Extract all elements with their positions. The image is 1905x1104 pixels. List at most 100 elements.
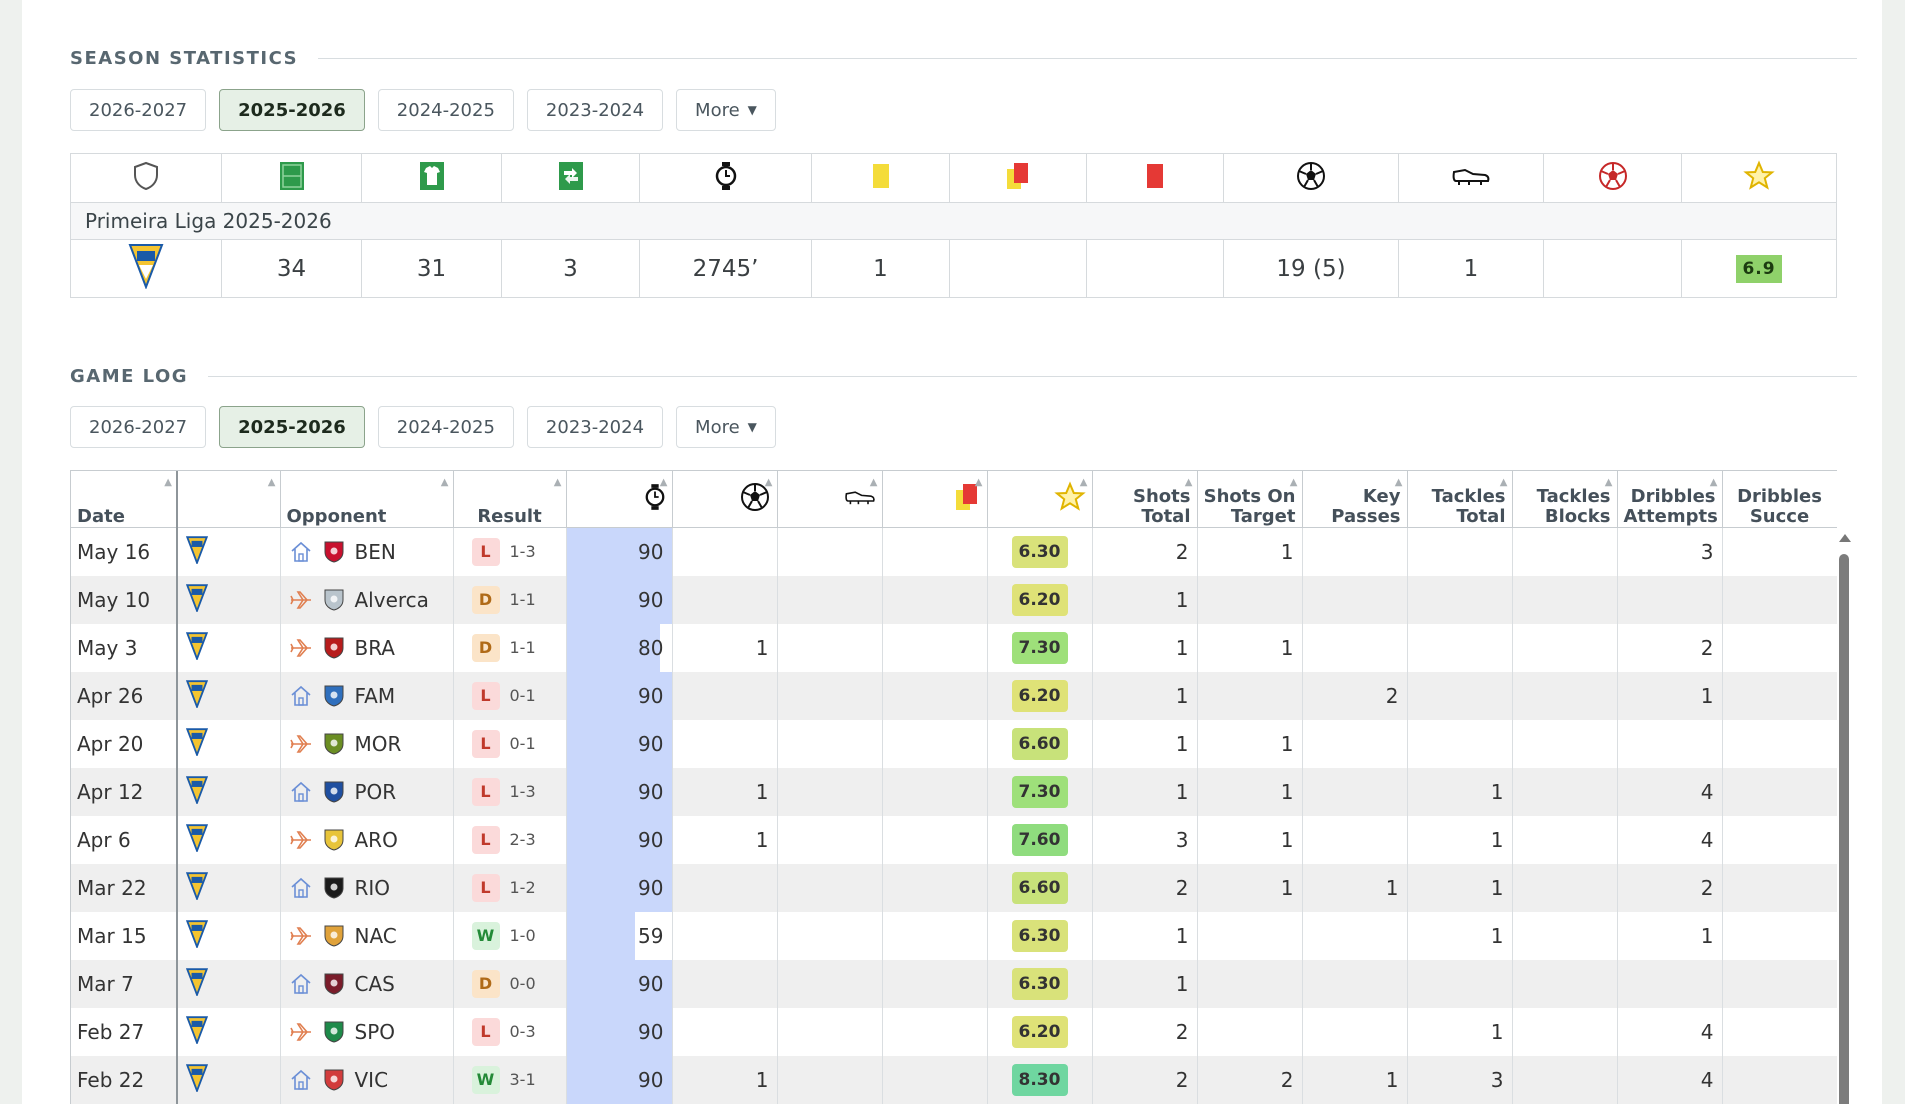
log-tab-2024-2025[interactable]: 2024-2025 [377, 406, 514, 448]
cell-team [177, 720, 281, 768]
col-date[interactable]: ▲ Date [71, 471, 178, 528]
cell-opponent[interactable]: CAS [280, 960, 454, 1008]
cell-rating: 7.30 [987, 768, 1093, 816]
log-tab-2023-2024[interactable]: 2023-2024 [526, 406, 664, 448]
cell-opponent[interactable]: NAC [280, 912, 454, 960]
cell-cards [882, 624, 988, 672]
pitch-icon [279, 162, 304, 190]
minutes-bar [566, 720, 671, 768]
cell-opponent[interactable]: Alverca [280, 576, 454, 624]
table-row[interactable]: May 16 BEN L 1-3 90 6.30 2 1 3 [71, 527, 1837, 576]
col-minutes[interactable]: ▲ [566, 471, 673, 528]
cell-cards [882, 912, 988, 960]
table-row[interactable]: May 10 Alverca D 1-1 90 6.20 1 [71, 576, 1837, 624]
cell-assists [777, 960, 883, 1008]
col-cards[interactable]: ▲ [882, 471, 988, 528]
minutes-value: 80 [638, 636, 664, 660]
cell-key-passes [1302, 768, 1408, 816]
result-score: 1-0 [509, 926, 536, 945]
table-row[interactable]: Feb 22 VIC W 3-1 90 1 8.30 2 2 1 3 4 [71, 1056, 1837, 1104]
cell-tackles-blocks [1512, 527, 1618, 576]
cell-opponent[interactable]: FAM [280, 672, 454, 720]
cell-dribbles-success [1722, 624, 1837, 672]
col-shots-total[interactable]: ▲ Shots Total [1092, 471, 1198, 528]
result-badge: L [471, 826, 500, 854]
table-row[interactable]: Apr 26 FAM L 0-1 90 6.20 1 2 1 [71, 672, 1837, 720]
table-scrollbar[interactable] [1837, 530, 1851, 1104]
minutes-bar [566, 672, 671, 720]
cell-minutes: 90 [566, 960, 673, 1008]
table-row[interactable]: Mar 7 CAS D 0-0 90 6.30 1 [71, 960, 1837, 1008]
rating-badge: 6.60 [1011, 728, 1068, 760]
result-score: 2-3 [509, 830, 536, 849]
log-more-dropdown[interactable]: More ▼ [676, 406, 776, 448]
cell-opponent[interactable]: RIO [280, 864, 454, 912]
cell-dribbles-attempts: 2 [1617, 864, 1723, 912]
stat-minutes: 2745’ [639, 239, 812, 298]
result-score: 1-3 [509, 542, 536, 561]
table-row[interactable]: Apr 12 POR L 1-3 90 1 7.30 1 1 1 4 [71, 768, 1837, 816]
col-goals[interactable]: ▲ [672, 471, 778, 528]
cell-goals: 1 [672, 1056, 778, 1104]
sort-icon: ▲ [1394, 477, 1403, 488]
season-tab-2024-2025[interactable]: 2024-2025 [377, 89, 514, 131]
col-opponent[interactable]: ▲ Opponent [280, 471, 454, 528]
log-tab-2026-2027[interactable]: 2026-2027 [70, 406, 207, 448]
scroll-thumb[interactable] [1839, 554, 1849, 1104]
chevron-down-icon: ▼ [747, 420, 757, 434]
season-tab-2025-2026[interactable]: 2025-2026 [219, 89, 365, 131]
col-tackles-blocks[interactable]: ▲ Tackles Blocks [1512, 471, 1618, 528]
substitution-icon [558, 162, 583, 190]
opponent: SPO [289, 1020, 445, 1044]
cell-opponent[interactable]: BRA [280, 624, 454, 672]
cell-tackles-blocks [1512, 912, 1618, 960]
cell-opponent[interactable]: BEN [280, 527, 454, 576]
col-team[interactable]: ▲ [177, 471, 281, 528]
col-dribbles-success[interactable]: Dribbles Succe [1722, 471, 1837, 528]
cell-opponent[interactable]: POR [280, 768, 454, 816]
col-assists[interactable]: ▲ [777, 471, 883, 528]
opponent: Alverca [289, 588, 445, 612]
stat-sub-in: 3 [501, 239, 640, 298]
game-log-body: May 16 BEN L 1-3 90 6.30 2 1 3 May 10 Alverca D 1-1 9… [71, 527, 1837, 1104]
cell-key-passes [1302, 1008, 1408, 1056]
team-crest-icon [185, 535, 209, 565]
col-result[interactable]: ▲ Result [453, 471, 567, 528]
col-shots-on-target[interactable]: ▲ Shots On Target [1197, 471, 1303, 528]
table-row[interactable]: May 3 BRA D 1-1 80 1 7.30 1 1 2 [71, 624, 1837, 672]
cell-date: Feb 22 [71, 1056, 178, 1104]
season-tab-2026-2027[interactable]: 2026-2027 [70, 89, 207, 131]
col-key-passes[interactable]: ▲ Key Passes [1302, 471, 1408, 528]
col-tackles-total[interactable]: ▲ Tackles Total [1407, 471, 1513, 528]
cell-opponent[interactable]: MOR [280, 720, 454, 768]
league-label: Primeira Liga 2025-2026 [70, 202, 1837, 240]
col-opponent-label: Opponent [286, 506, 387, 527]
cell-team [177, 576, 281, 624]
season-tab-2023-2024[interactable]: 2023-2024 [526, 89, 664, 131]
col-rating[interactable]: ▲ [987, 471, 1093, 528]
rating-star-icon [1053, 480, 1086, 511]
table-row[interactable]: Mar 22 RIO L 1-2 90 6.60 2 1 1 1 2 [71, 864, 1837, 912]
table-row[interactable]: Apr 20 MOR L 0-1 90 6.60 1 1 [71, 720, 1837, 768]
rating-badge: 7.30 [1011, 776, 1068, 808]
scroll-up-icon[interactable] [1839, 534, 1851, 542]
opponent-crest-icon [324, 589, 343, 611]
opponent: BEN [289, 540, 445, 564]
col-label: Total [1141, 506, 1191, 527]
cell-opponent[interactable]: VIC [280, 1056, 454, 1104]
col-label: Blocks [1544, 506, 1611, 527]
table-row[interactable]: Mar 15 NAC W 1-0 59 6.30 1 1 1 [71, 912, 1837, 960]
season-more-dropdown[interactable]: More ▼ [676, 89, 776, 131]
opponent: NAC [289, 924, 445, 948]
table-row[interactable]: Feb 27 SPO L 0-3 90 6.20 2 1 4 [71, 1008, 1837, 1056]
result-score: 1-1 [509, 638, 536, 657]
cell-opponent[interactable]: SPO [280, 1008, 454, 1056]
col-dribbles-attempts[interactable]: ▲ Dribbles Attempts [1617, 471, 1723, 528]
plane-icon [289, 591, 311, 609]
log-tab-2025-2026[interactable]: 2025-2026 [219, 406, 365, 448]
table-row[interactable]: Apr 6 ARO L 2-3 90 1 7.60 3 1 1 4 [71, 816, 1837, 864]
cell-opponent[interactable]: ARO [280, 816, 454, 864]
sort-icon: ▲ [869, 477, 878, 488]
plane-icon [289, 927, 311, 945]
col-label: Tackles [1431, 486, 1506, 507]
